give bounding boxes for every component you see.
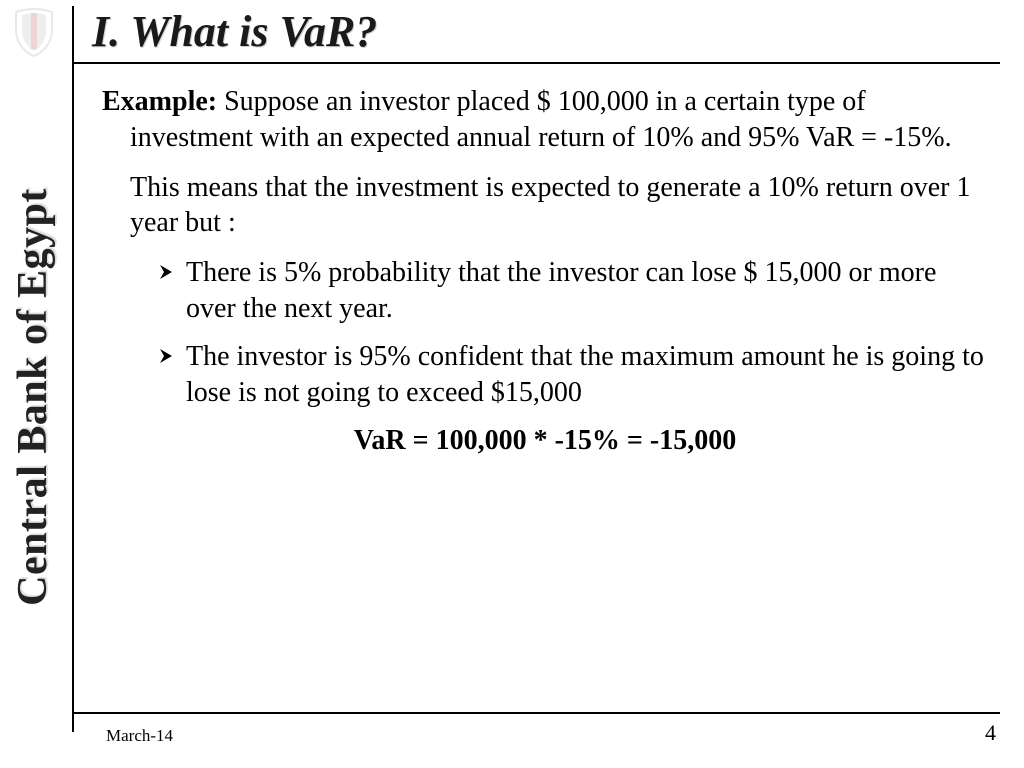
slide-body: Example: Suppose an investor placed $ 10…	[102, 84, 988, 688]
example-label: Example:	[102, 86, 224, 117]
vertical-rule	[72, 6, 74, 732]
title-underline-rule	[72, 62, 1000, 64]
page-number: 4	[985, 720, 996, 746]
list-item: The investor is 95% confident that the m…	[158, 339, 988, 411]
chevron-right-icon	[158, 339, 186, 411]
sidebar-org-text: Central Bank of Egypt	[9, 188, 57, 606]
sidebar-org-label: Central Bank of Egypt	[0, 62, 68, 732]
paragraph-1: Example: Suppose an investor placed $ 10…	[102, 84, 988, 156]
list-item: There is 5% probability that the investo…	[158, 255, 988, 327]
shield-logo-icon	[8, 6, 60, 58]
bullet-list: There is 5% probability that the investo…	[102, 255, 988, 410]
chevron-right-icon	[158, 255, 186, 327]
footer-date: March-14	[106, 726, 173, 746]
slide: Central Bank of Egypt I. What is VaR? Ex…	[0, 0, 1024, 768]
formula-text: VaR = 100,000 * -15% = -15,000	[102, 423, 988, 459]
bullet-2-text: The investor is 95% confident that the m…	[186, 339, 988, 411]
paragraph-1-text: Suppose an investor placed $ 100,000 in …	[130, 86, 952, 153]
slide-title: I. What is VaR?	[92, 8, 1000, 56]
paragraph-2: This means that the investment is expect…	[102, 170, 988, 242]
bullet-1-text: There is 5% probability that the investo…	[186, 255, 988, 327]
footer-rule	[72, 712, 1000, 714]
